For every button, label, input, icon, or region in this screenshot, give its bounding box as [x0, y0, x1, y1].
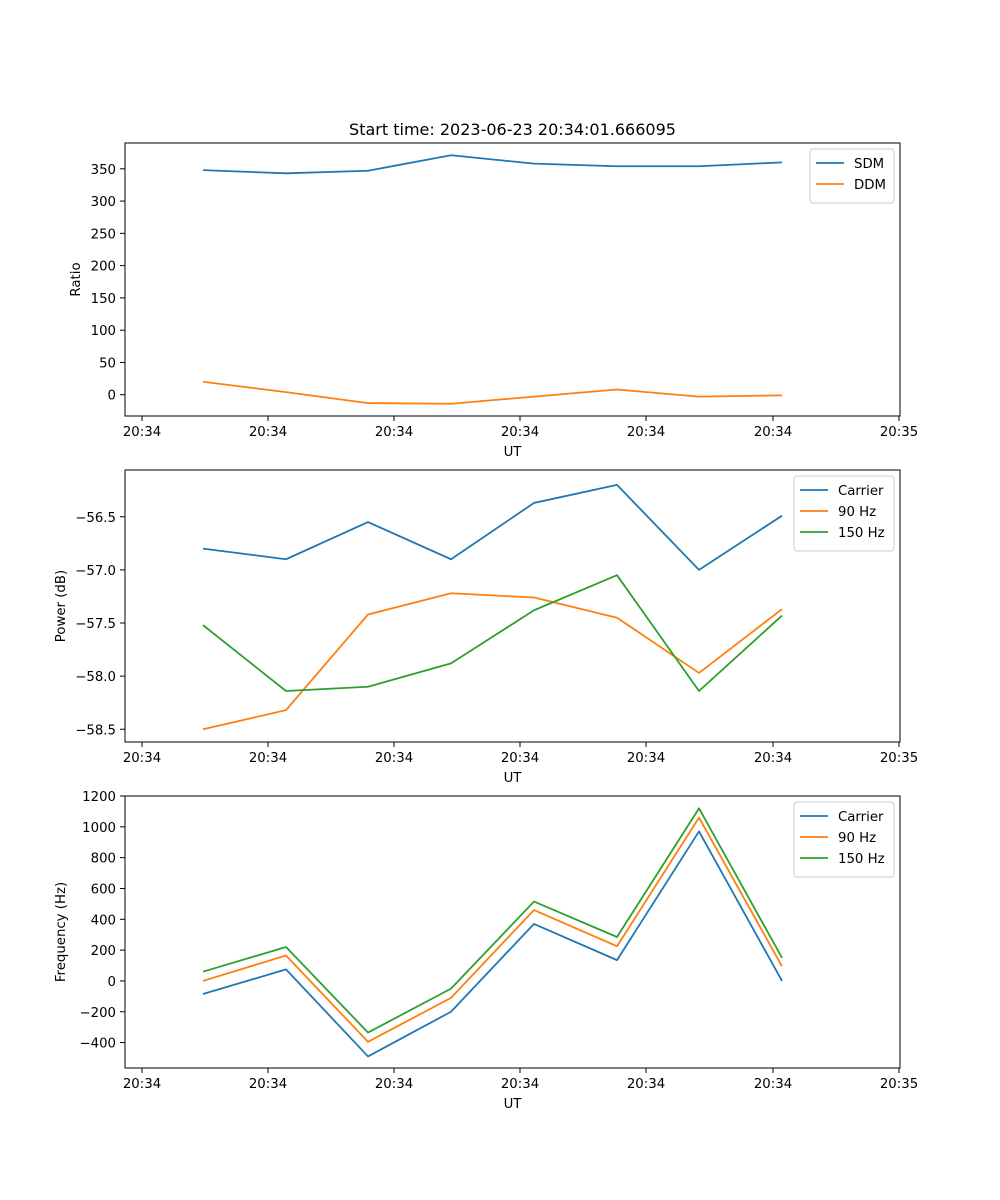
frequency-y-tick-label: −200 [79, 1006, 116, 1021]
ratio-title: Start time: 2023-06-23 20:34:01.666095 [349, 120, 676, 139]
frequency-x-tick-label: 20:34 [501, 1077, 539, 1092]
frequency-series-carrier-line [202, 830, 783, 1058]
ratio-y-tick-label: 0 [108, 389, 116, 404]
ratio-y-axis-label: Ratio [69, 262, 84, 296]
ratio-x-tick-label: 20:34 [123, 425, 161, 440]
frequency-series-90-hz-line [202, 816, 783, 1043]
frequency-legend: Carrier 90 Hz 150 Hz [793, 801, 895, 878]
frequency-y-tick-label: 400 [91, 913, 116, 928]
power-x-tick-label: 20:34 [501, 751, 539, 766]
frequency-x-tick-label: 20:35 [880, 1077, 918, 1092]
power-x-tick-label: 20:34 [627, 751, 665, 766]
power-series-carrier-line [202, 483, 783, 571]
frequency-y-tick-label: 600 [91, 882, 116, 897]
frequency-y-tick-label: 800 [91, 852, 116, 867]
ratio-series-ddm-line [202, 380, 783, 405]
power-y-axis: −58.5 −58.0 −57.5 −57.0 −56.5 [75, 511, 125, 738]
power-legend-label: 90 Hz [838, 505, 876, 520]
ratio-y-tick-label: 350 [91, 163, 116, 178]
ratio-x-axis-label: UT [504, 445, 523, 460]
power-y-tick-label: −57.0 [75, 564, 116, 579]
frequency-y-tick-label: 0 [108, 975, 116, 990]
frequency-y-tick-label: 1200 [82, 790, 116, 805]
power-x-axis-label: UT [504, 771, 523, 786]
ratio-legend: SDM DDM [809, 148, 895, 204]
frequency-x-tick-label: 20:34 [375, 1077, 413, 1092]
ratio-legend-label: SDM [854, 157, 884, 172]
power-y-tick-label: −56.5 [75, 511, 116, 526]
power-panel: 20:34 20:34 20:34 20:34 20:34 20:34 20:35 UT −58… [54, 469, 918, 786]
power-x-axis: 20:34 20:34 20:34 20:34 20:34 20:34 20:35 [123, 742, 918, 766]
ratio-y-tick-label: 250 [91, 227, 116, 242]
ratio-y-tick-label: 200 [91, 260, 116, 275]
ratio-y-tick-label: 50 [99, 356, 116, 371]
power-legend: Carrier 90 Hz 150 Hz [793, 475, 895, 552]
ratio-x-tick-label: 20:35 [880, 425, 918, 440]
frequency-plot-frame [124, 795, 901, 1069]
ratio-x-tick-label: 20:34 [754, 425, 792, 440]
ratio-series-sdm-line [202, 154, 783, 175]
frequency-x-tick-label: 20:34 [754, 1077, 792, 1092]
power-y-tick-label: −57.5 [75, 617, 116, 632]
ratio-y-tick-label: 300 [91, 195, 116, 210]
ratio-plot-frame [124, 142, 901, 417]
ratio-x-tick-label: 20:34 [501, 425, 539, 440]
frequency-y-axis-label: Frequency (Hz) [54, 882, 69, 982]
power-x-tick-label: 20:34 [123, 751, 161, 766]
frequency-series-150-hz-line [202, 807, 783, 1034]
frequency-x-tick-label: 20:34 [123, 1077, 161, 1092]
power-series-90-hz-line [202, 592, 783, 731]
frequency-x-tick-label: 20:34 [249, 1077, 287, 1092]
power-y-axis-label: Power (dB) [54, 570, 69, 642]
power-x-tick-label: 20:34 [754, 751, 792, 766]
power-legend-label: Carrier [838, 484, 884, 499]
ratio-legend-label: DDM [854, 178, 886, 193]
ratio-x-tick-label: 20:34 [375, 425, 413, 440]
frequency-legend-label: 90 Hz [838, 831, 876, 846]
frequency-legend-label: 150 Hz [838, 852, 885, 867]
power-series-150-hz-line [202, 574, 783, 692]
frequency-y-axis: −400 −200 0 200 400 600 800 1000 1200 [79, 790, 125, 1052]
frequency-y-tick-label: 200 [91, 944, 116, 959]
frequency-x-axis-label: UT [504, 1097, 523, 1112]
frequency-legend-label: Carrier [838, 810, 884, 825]
ratio-x-tick-label: 20:34 [249, 425, 287, 440]
power-y-tick-label: −58.0 [75, 670, 116, 685]
power-x-tick-label: 20:34 [249, 751, 287, 766]
power-plot-frame [124, 469, 901, 743]
ratio-x-tick-label: 20:34 [627, 425, 665, 440]
ratio-panel: Start time: 2023-06-23 20:34:01.666095 20… [69, 120, 918, 460]
ratio-y-axis: 0 50 100 150 200 250 300 350 [91, 163, 125, 404]
power-x-tick-label: 20:34 [375, 751, 413, 766]
power-legend-label: 150 Hz [838, 526, 885, 541]
frequency-y-tick-label: 1000 [82, 821, 116, 836]
frequency-x-axis: 20:34 20:34 20:34 20:34 20:34 20:34 20:35 [123, 1068, 918, 1092]
frequency-x-tick-label: 20:34 [627, 1077, 665, 1092]
frequency-panel: 20:34 20:34 20:34 20:34 20:34 20:34 20:35 UT −40… [54, 790, 918, 1112]
ratio-x-axis: 20:34 20:34 20:34 20:34 20:34 20:34 20:35 [123, 416, 918, 440]
frequency-y-tick-label: −400 [79, 1037, 116, 1052]
ratio-y-tick-label: 150 [91, 292, 116, 307]
power-y-tick-label: −58.5 [75, 723, 116, 738]
power-x-tick-label: 20:35 [880, 751, 918, 766]
ratio-y-tick-label: 100 [91, 324, 116, 339]
